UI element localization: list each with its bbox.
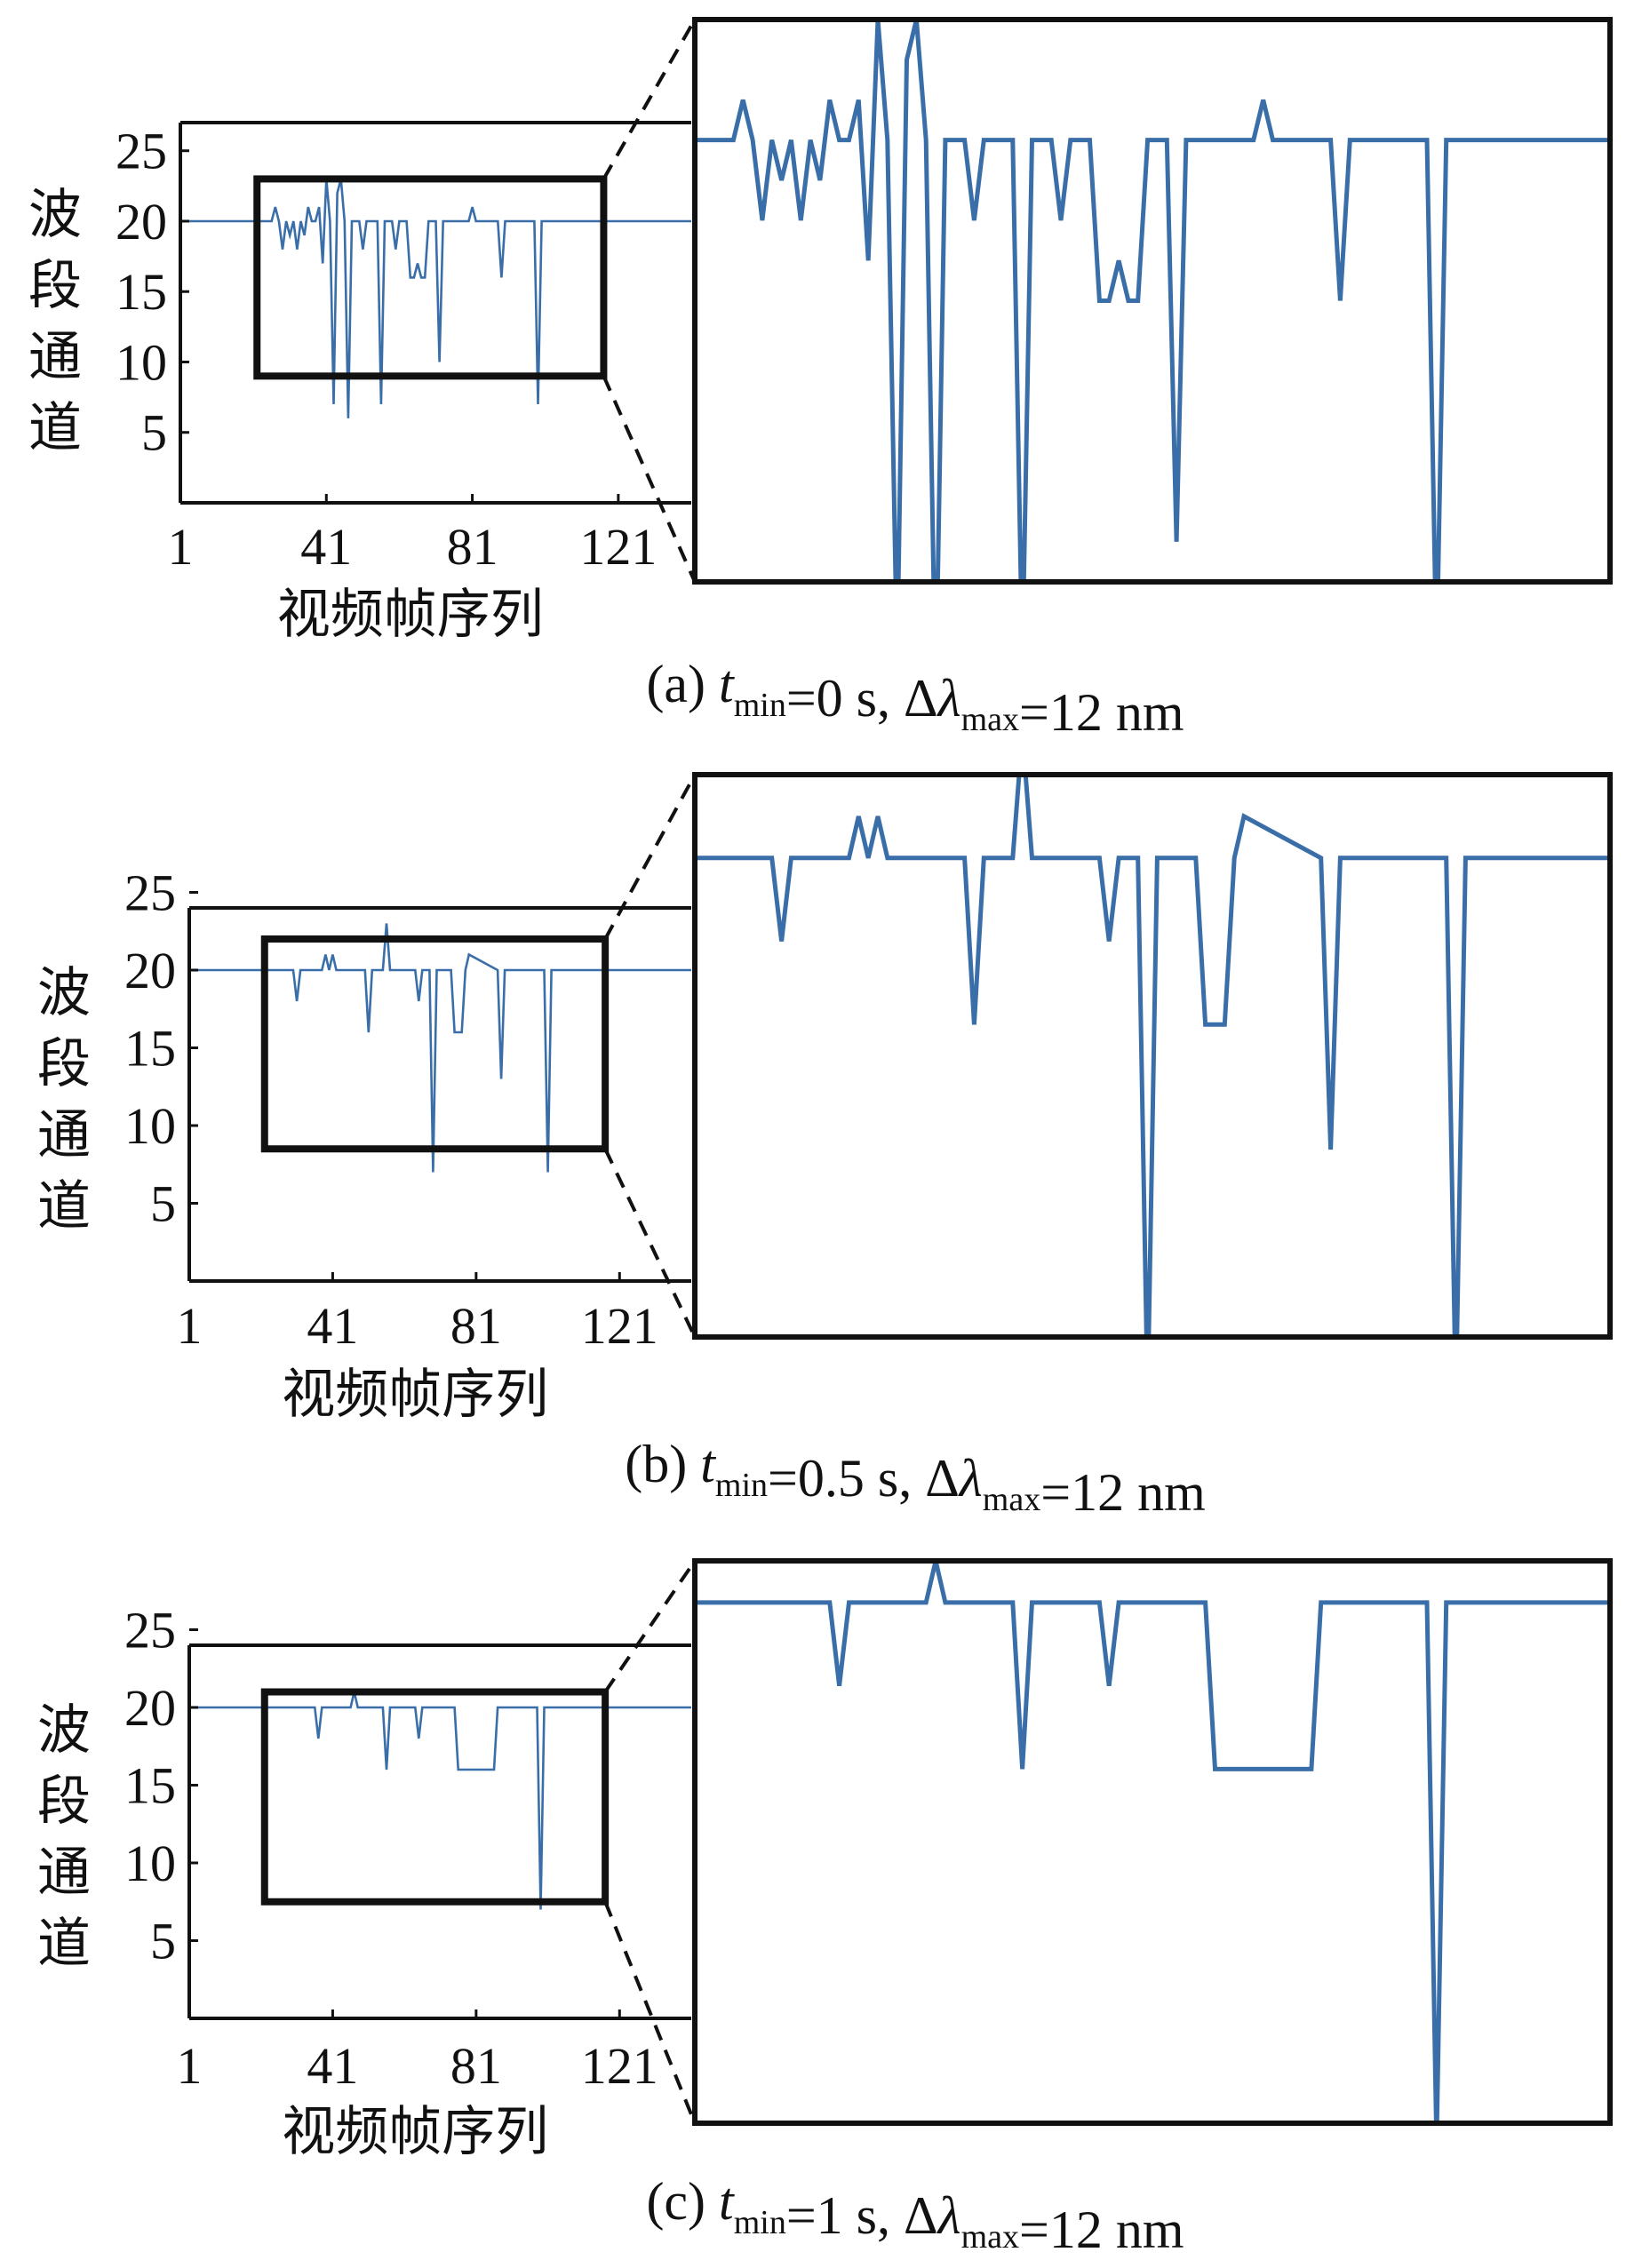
y-axis-label-char: 段 [37,1033,91,1095]
series-line [189,1691,691,1910]
y-tick-label: 10 [124,1097,176,1155]
x-tick-label: 41 [307,1297,358,1355]
zoom-connector-bottom [603,1148,697,1338]
x-tick-label: 1 [177,1297,203,1355]
y-tick-label: 20 [124,1679,176,1737]
x-tick-label: 1 [177,2037,203,2095]
y-axis-label-char: 波 [28,184,82,246]
caption-part: min [734,687,786,724]
zoom-connector-bottom [602,375,697,583]
x-tick-label: 41 [300,518,352,576]
series-line [180,179,691,418]
x-tick-label: 81 [447,518,498,576]
caption-part: =1 s, Δ [786,2186,938,2245]
x-tick-label: 81 [450,2037,502,2095]
zoom-selection-box [260,935,610,1153]
zoom-series-line [695,20,1610,582]
caption-part: λ [937,669,961,728]
zoom-connector-top [603,1559,697,1693]
x-tick-label: 121 [579,518,657,576]
panel-caption: (c) tmin=1 s, Δλmax=12 nm [646,2172,1184,2259]
caption-part: t [719,2172,735,2231]
x-tick-label: 41 [307,2037,358,2095]
caption-part: t [700,1435,716,1493]
y-tick-label: 10 [116,333,167,391]
zoom-series-line [695,1561,1610,2123]
y-tick-label: 15 [116,263,167,321]
caption-part: =0.5 s, Δ [768,1449,960,1508]
y-axis-label-char: 波 [37,962,91,1024]
y-axis-label-char: 道 [28,397,82,459]
y-tick-label: 10 [124,1834,176,1892]
x-tick-label: 1 [168,518,194,576]
caption-part: (a) [646,655,719,713]
y-axis-label-char: 波 [37,1699,91,1762]
zoom-series-line [695,775,1610,1337]
y-tick-label: 15 [124,1757,176,1815]
y-tick-label: 5 [141,404,167,462]
y-axis-label-char: 通 [37,1104,91,1166]
zoom-panel [692,17,1613,585]
series-line [189,923,691,1173]
caption-part: max [983,1481,1040,1518]
y-axis-label-char: 通 [37,1842,91,1904]
caption-part: t [719,655,735,713]
zoom-selection-box [253,175,608,380]
y-tick-label: 15 [124,1020,176,1078]
zoom-selection-box [260,1688,610,1906]
caption-part: min [734,2204,786,2241]
x-axis-label: 视频帧序列 [282,2101,548,2163]
caption-part: (b) [625,1435,700,1493]
caption-part: =0 s, Δ [786,669,938,728]
y-axis-label-char: 段 [37,1771,91,1833]
caption-part: max [961,2218,1019,2256]
caption-part: max [961,701,1019,738]
panel-caption: (b) tmin=0.5 s, Δλmax=12 nm [625,1435,1206,1522]
caption-part: (c) [646,2172,719,2231]
y-tick-label: 25 [116,123,167,180]
x-axis-label: 视频帧序列 [282,1364,548,1426]
panel-caption: (a) tmin=0 s, Δλmax=12 nm [646,655,1184,742]
caption-part: =12 nm [1040,1463,1206,1522]
y-tick-label: 5 [150,1913,176,1970]
y-axis-label-char: 道 [37,1913,91,1975]
zoom-connector-bottom [603,1900,697,2124]
x-tick-label: 121 [581,2037,658,2095]
y-axis-label-char: 道 [37,1175,91,1237]
x-tick-label: 121 [581,1297,658,1355]
x-tick-label: 81 [450,1297,502,1355]
y-tick-label: 5 [150,1175,176,1233]
caption-part: =12 nm [1019,2200,1184,2259]
y-tick-label: 20 [124,942,176,999]
zoom-connector-top [603,774,697,940]
zoom-connector-top [602,19,697,180]
zoom-panel [692,1558,1613,2126]
y-tick-label: 20 [116,193,167,251]
x-axis-label: 视频帧序列 [277,584,544,646]
caption-part: min [715,1467,768,1504]
caption-part: λ [937,2186,961,2245]
caption-part: λ [958,1449,983,1508]
y-axis-label-char: 段 [28,255,82,317]
caption-part: =12 nm [1019,683,1184,742]
y-tick-label: 25 [124,1602,176,1659]
y-tick-label: 25 [124,864,176,922]
y-axis-label-char: 通 [28,326,82,388]
zoom-panel [692,772,1613,1340]
